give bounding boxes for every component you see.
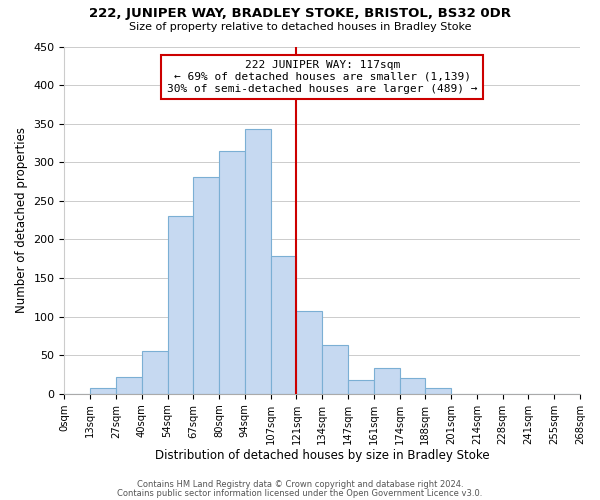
Bar: [322, 345, 348, 394]
Bar: [142, 352, 167, 394]
Bar: [348, 380, 374, 394]
Text: 222, JUNIPER WAY, BRADLEY STOKE, BRISTOL, BS32 0DR: 222, JUNIPER WAY, BRADLEY STOKE, BRISTOL…: [89, 8, 511, 20]
Y-axis label: Number of detached properties: Number of detached properties: [15, 127, 28, 313]
Text: Contains HM Land Registry data © Crown copyright and database right 2024.: Contains HM Land Registry data © Crown c…: [137, 480, 463, 489]
Text: 222 JUNIPER WAY: 117sqm
← 69% of detached houses are smaller (1,139)
30% of semi: 222 JUNIPER WAY: 117sqm ← 69% of detache…: [167, 60, 478, 94]
Bar: [296, 312, 322, 394]
Bar: [400, 378, 425, 394]
Text: Contains public sector information licensed under the Open Government Licence v3: Contains public sector information licen…: [118, 489, 482, 498]
Bar: [90, 388, 116, 394]
X-axis label: Distribution of detached houses by size in Bradley Stoke: Distribution of detached houses by size …: [155, 450, 490, 462]
Bar: [374, 368, 400, 394]
Bar: [116, 377, 142, 394]
Bar: [193, 177, 219, 394]
Bar: [271, 256, 296, 394]
Bar: [219, 150, 245, 394]
Bar: [425, 388, 451, 394]
Bar: [245, 129, 271, 394]
Bar: [167, 216, 193, 394]
Text: Size of property relative to detached houses in Bradley Stoke: Size of property relative to detached ho…: [129, 22, 471, 32]
